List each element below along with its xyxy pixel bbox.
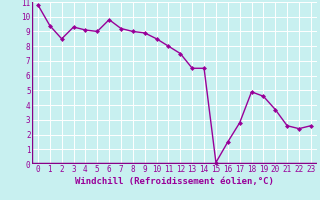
X-axis label: Windchill (Refroidissement éolien,°C): Windchill (Refroidissement éolien,°C): [75, 177, 274, 186]
